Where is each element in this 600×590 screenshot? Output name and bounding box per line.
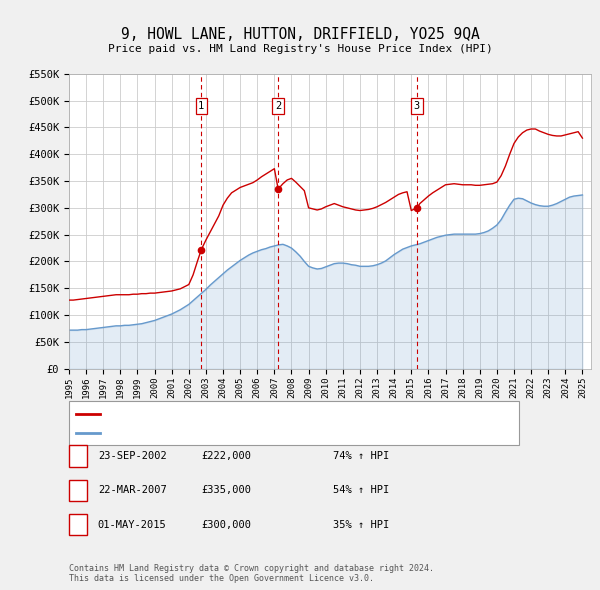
Text: 22-MAR-2007: 22-MAR-2007	[98, 486, 167, 495]
Text: £300,000: £300,000	[201, 520, 251, 529]
Text: 1: 1	[198, 101, 205, 111]
Text: £335,000: £335,000	[201, 486, 251, 495]
Text: 3: 3	[75, 520, 81, 529]
Text: £222,000: £222,000	[201, 451, 251, 461]
Text: 9, HOWL LANE, HUTTON, DRIFFIELD, YO25 9QA (detached house): 9, HOWL LANE, HUTTON, DRIFFIELD, YO25 9Q…	[105, 409, 446, 418]
Text: 01-MAY-2015: 01-MAY-2015	[98, 520, 167, 529]
Text: 1: 1	[75, 451, 81, 461]
Text: Price paid vs. HM Land Registry's House Price Index (HPI): Price paid vs. HM Land Registry's House …	[107, 44, 493, 54]
Text: 9, HOWL LANE, HUTTON, DRIFFIELD, YO25 9QA: 9, HOWL LANE, HUTTON, DRIFFIELD, YO25 9Q…	[121, 27, 479, 41]
Text: 74% ↑ HPI: 74% ↑ HPI	[333, 451, 389, 461]
Text: 54% ↑ HPI: 54% ↑ HPI	[333, 486, 389, 495]
Text: Contains HM Land Registry data © Crown copyright and database right 2024.
This d: Contains HM Land Registry data © Crown c…	[69, 563, 434, 583]
Text: HPI: Average price, detached house, East Riding of Yorkshire: HPI: Average price, detached house, East…	[105, 428, 458, 438]
Text: 3: 3	[414, 101, 420, 111]
Text: 2: 2	[275, 101, 281, 111]
Text: 23-SEP-2002: 23-SEP-2002	[98, 451, 167, 461]
Text: 2: 2	[75, 486, 81, 495]
Text: 35% ↑ HPI: 35% ↑ HPI	[333, 520, 389, 529]
